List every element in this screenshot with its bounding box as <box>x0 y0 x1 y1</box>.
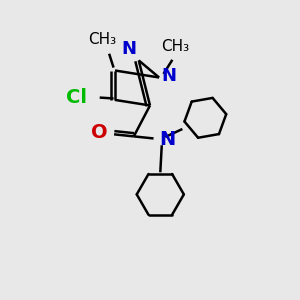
Text: N: N <box>122 40 137 58</box>
Text: CH₃: CH₃ <box>161 39 189 54</box>
Text: N: N <box>161 67 176 85</box>
Text: O: O <box>91 123 107 142</box>
Text: N: N <box>159 130 176 149</box>
Text: CH₃: CH₃ <box>88 32 116 47</box>
Text: Cl: Cl <box>66 88 87 107</box>
